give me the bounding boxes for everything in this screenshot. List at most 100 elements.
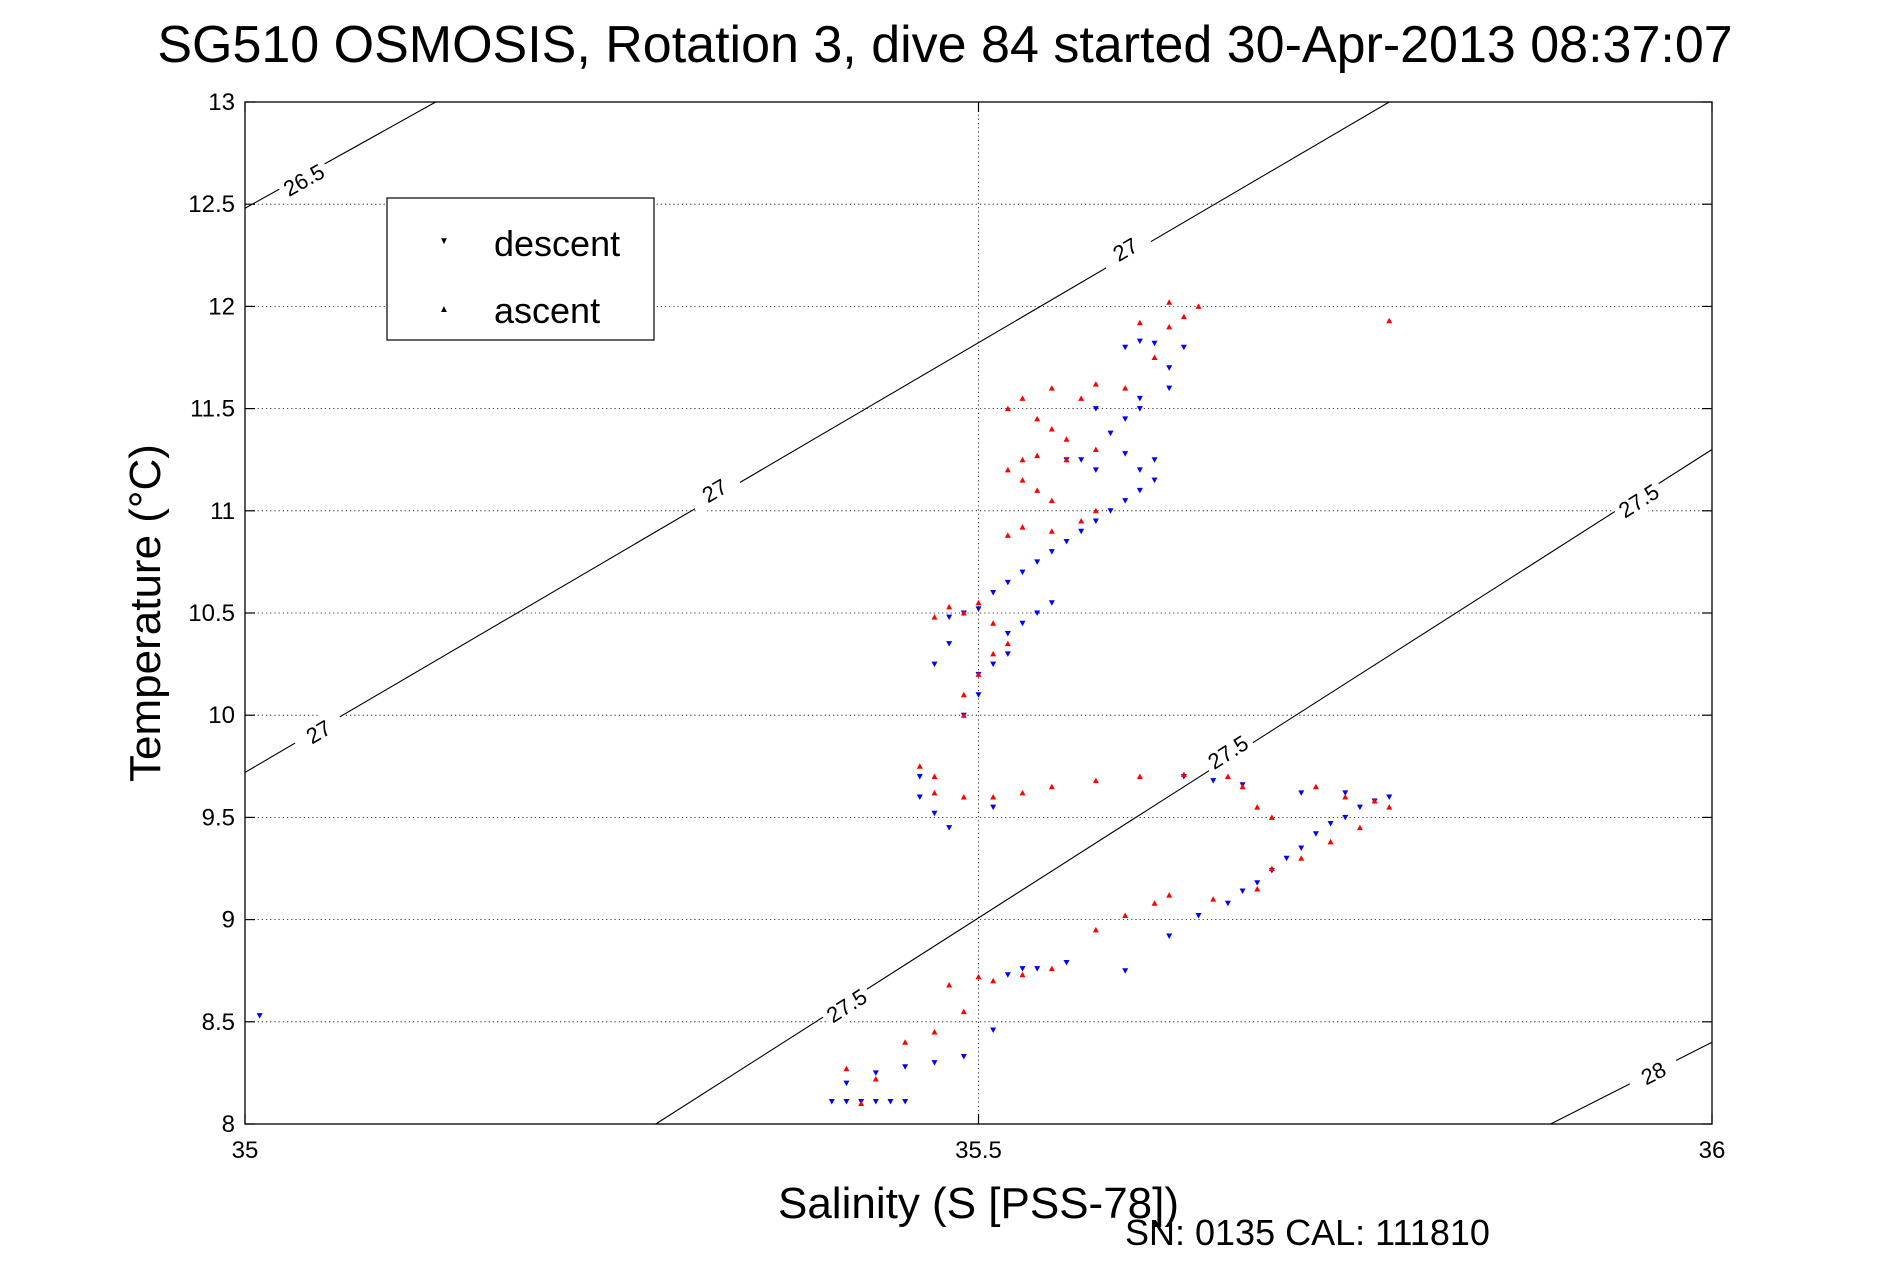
contour-label-gap [274,154,334,205]
descent-point [1107,508,1114,514]
descent-point [1034,610,1041,616]
ascent-point [1034,487,1041,493]
descent-point [887,1099,894,1105]
ascent-point [1092,777,1099,784]
ascent-point [1210,896,1217,902]
ascent-point [1224,773,1231,780]
ascent-point [931,614,938,620]
descent-point [1327,821,1334,827]
legend: ▼ descent ▲ ascent [386,197,655,341]
descent-point [1136,338,1143,345]
ascent-point [1151,354,1158,360]
ascent-point [960,691,967,698]
descent-point [1078,528,1085,535]
descent-point [916,794,923,800]
ascent-point [1019,789,1026,796]
descent-point [902,1099,909,1105]
ascent-point [1298,855,1305,861]
descent-point [1004,630,1011,637]
ascent-point [1371,798,1378,804]
descent-point [1004,972,1011,978]
ascent-point [1122,385,1129,391]
ascent-point [1004,532,1011,538]
y-tick-label: 11.5 [190,396,235,423]
ascent-point [960,712,967,718]
descent-point [1312,831,1319,837]
descent-point [1254,880,1261,886]
ascent-point [1034,415,1041,422]
y-tick-label: 13 [208,89,235,116]
descent-point [1166,385,1173,392]
descent-point [990,661,997,668]
descent-point [1034,966,1041,972]
ascent-point [990,977,997,984]
ascent-point [1356,824,1363,831]
descent-point [1151,477,1158,484]
ascent-point [1092,446,1099,452]
descent-point [1151,340,1158,347]
ascent-point [946,603,953,610]
descent-point [1356,804,1363,811]
ascent-point [872,1076,879,1082]
ascent-point [1254,804,1261,810]
ascent-point [1078,395,1085,401]
contour-label-gap [1623,1048,1683,1098]
legend-descent-marker: ▼ [439,236,449,247]
ascent-point [946,982,953,988]
ascent-point [1312,783,1319,790]
ascent-point [858,1100,865,1107]
axis-ticks: 35 35.5 36 8 8.5 9 9.5 10 10.5 11 11.5 12 12.5 13 [188,89,1725,1164]
ascent-point [975,973,982,980]
y-tick-label: 9.5 [202,804,235,831]
descent-point [1210,778,1217,784]
ascent-point [975,599,982,606]
descent-point [1034,559,1041,565]
descent-point [256,1013,263,1019]
descent-point [1048,549,1055,555]
ascent-point [1004,466,1011,473]
ascent-point [1048,497,1055,504]
descent-point [1122,498,1129,504]
descent-point [1092,467,1099,473]
descent-point [1048,600,1055,606]
descent-point [946,825,953,831]
ascent-point [1268,814,1275,820]
descent-point [1136,487,1143,494]
contour-label-gap [1095,223,1155,275]
descent-point [1136,395,1143,402]
footer-serial-cal: SN: 0135 CAL: 111810 [1125,1212,1490,1253]
contour-line [244,101,436,209]
ascent-point [1386,804,1393,810]
ascent-point [931,773,938,780]
descent-point [1136,406,1143,412]
descent-point [843,1099,850,1105]
descent-point [1063,960,1070,966]
descent-point [828,1099,835,1105]
descent-point [1195,913,1202,919]
legend-ascent-label: ascent [494,290,600,331]
y-tick-label: 8.5 [202,1009,235,1036]
ascent-point [902,1039,909,1045]
ascent-point [1048,528,1055,534]
contour-label-gap [1609,474,1669,527]
legend-ascent-marker: ▲ [439,304,449,315]
descent-point [1342,790,1349,796]
ascent-point [931,789,938,796]
ascent-point [1180,771,1187,777]
ascent-point [843,1065,850,1072]
x-tick-label: 35.5 [955,1137,1002,1164]
ascent-point [1180,313,1187,320]
ascent-point [1063,456,1070,463]
ascent-point [960,610,967,616]
descent-point [916,774,923,780]
legend-descent-label: descent [494,223,620,264]
legend-box [386,197,655,341]
ascent-point [1254,885,1261,892]
descent-point [1092,406,1099,412]
ascent-point [1063,436,1070,442]
ascent-point [1092,926,1099,933]
descent-point [1004,579,1011,586]
descent-point [1283,855,1290,862]
y-axis-label: Temperature (°C) [121,444,170,782]
